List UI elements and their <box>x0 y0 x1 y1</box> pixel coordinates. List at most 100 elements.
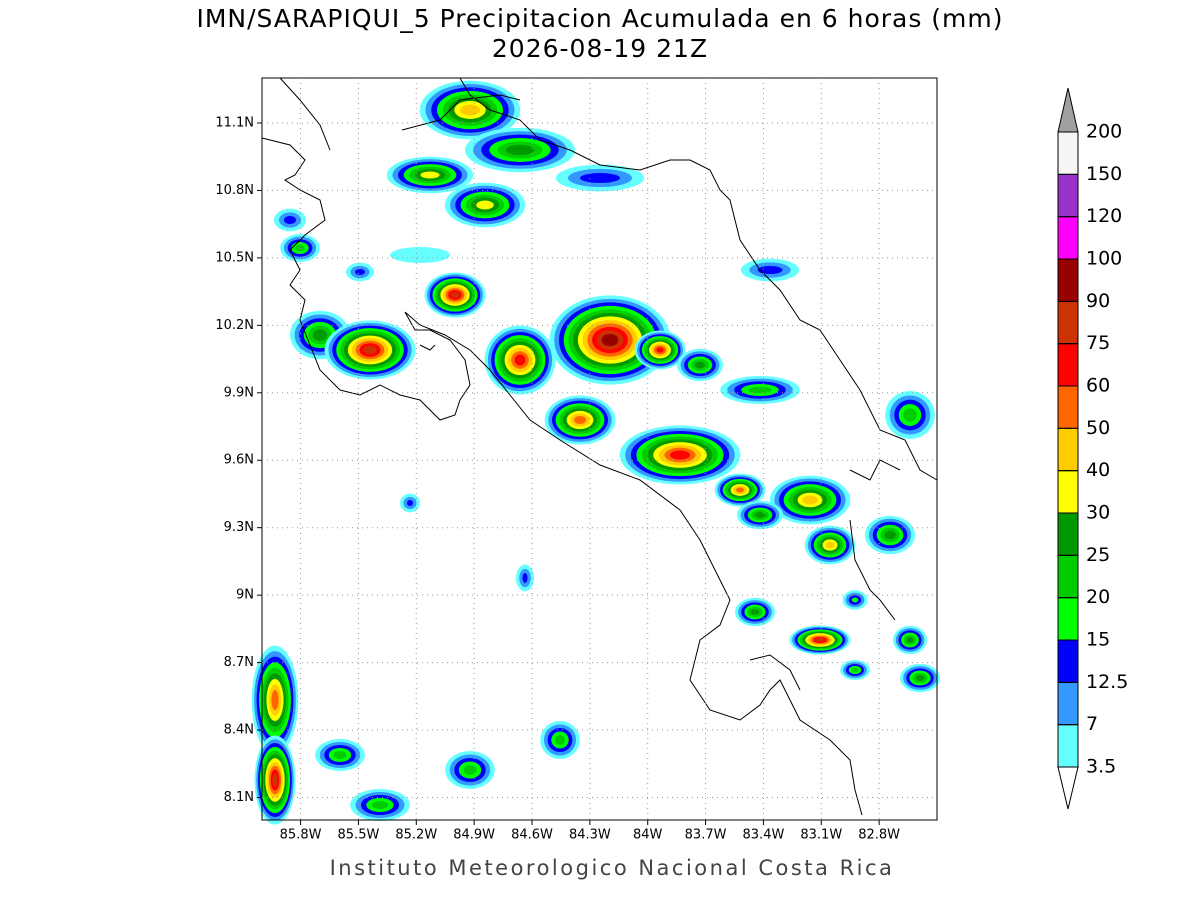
colorbar-box <box>1057 724 1079 768</box>
rain-cell <box>580 173 620 183</box>
colorbar-box <box>1057 385 1079 429</box>
lon-tick-label: 85.8W <box>280 828 322 843</box>
lon-tick-label: 83.4W <box>743 828 785 843</box>
lat-tick-label: 9.9N <box>224 385 254 400</box>
colorbar-box <box>1057 300 1079 345</box>
rain-cell <box>757 266 783 274</box>
rain-cell <box>460 104 480 116</box>
rain-cell <box>420 171 440 179</box>
colorbar-label: 15 <box>1086 629 1110 651</box>
rain-cell <box>450 292 460 298</box>
colorbar-box <box>1057 258 1079 302</box>
lat-tick-label: 9N <box>236 588 254 603</box>
rain-cell <box>295 244 305 252</box>
colorbar-label: 200 <box>1086 121 1122 143</box>
rain-cell <box>284 216 296 224</box>
colorbar-box <box>1057 427 1079 472</box>
rain-cell <box>851 668 859 672</box>
colorbar-label: 50 <box>1086 417 1110 439</box>
colorbar-box <box>1057 216 1079 260</box>
map-frame <box>261 77 938 821</box>
rain-cell <box>851 597 859 603</box>
rain-cell <box>271 690 279 710</box>
lon-tick-label: 84.3W <box>569 828 611 843</box>
lat-tick-label: 10.2N <box>215 318 254 333</box>
rain-cell <box>815 638 825 642</box>
lon-tick-label: 84.9W <box>453 828 495 843</box>
rain-cell <box>371 801 389 809</box>
lat-tick-label: 9.6N <box>224 453 254 468</box>
rain-cell <box>670 450 690 460</box>
colorbar-box <box>1057 681 1079 726</box>
footer: Instituto Meteorologico Nacional Costa R… <box>330 856 895 880</box>
colorbar-box <box>1057 343 1079 387</box>
lat-tick-label: 10.5N <box>215 250 254 265</box>
rain-cell <box>601 333 619 347</box>
colorbar-box <box>1057 131 1079 175</box>
rain-cell <box>802 495 818 505</box>
colorbar-box <box>1057 470 1079 514</box>
rain-cell <box>656 347 664 353</box>
rain-cell <box>476 200 494 210</box>
rain-cell <box>903 408 917 422</box>
rain-cell <box>363 345 377 355</box>
rain-cell <box>736 487 744 493</box>
rain-cell <box>333 751 347 759</box>
colorbar-label: 150 <box>1086 163 1122 185</box>
lat-tick-label: 8.7N <box>224 655 254 670</box>
lat-tick-label: 10.8N <box>215 183 254 198</box>
colorbar-label: 60 <box>1086 375 1110 397</box>
rain-cell <box>574 416 586 424</box>
colorbar-box <box>1057 512 1079 556</box>
lat-tick-label: 11.1N <box>215 115 254 130</box>
colorbar-label: 3.5 <box>1086 756 1116 778</box>
rain-cell <box>355 269 365 275</box>
colorbar-box <box>1057 173 1079 218</box>
rain-cell <box>505 144 535 156</box>
colorbar-high-arrow <box>1057 87 1079 133</box>
title: IMN/SARAPIQUI_5 Precipitacion Acumulada … <box>196 4 1003 33</box>
lon-tick-label: 85.5W <box>338 828 380 843</box>
lon-tick-label: 83.1W <box>800 828 842 843</box>
rain-cell <box>514 354 526 366</box>
lon-tick-label: 82.8W <box>858 828 900 843</box>
coastline <box>261 137 863 816</box>
rain-cell <box>694 361 706 369</box>
lat-tick-label: 8.1N <box>224 790 254 805</box>
colorbar-label: 40 <box>1086 459 1110 481</box>
colorbar-label: 20 <box>1086 586 1110 608</box>
rain-cell <box>272 773 278 787</box>
rain-cell <box>390 247 450 263</box>
colorbar-box <box>1057 639 1079 683</box>
coastline <box>279 77 938 481</box>
rain-cell <box>748 386 772 394</box>
colorbar-box <box>1057 554 1079 599</box>
colorbar-label: 75 <box>1086 332 1110 354</box>
lat-tick-label: 8.4N <box>224 723 254 738</box>
rain-cell <box>754 512 766 518</box>
rain-cell <box>750 609 760 615</box>
lon-tick-label: 84.6W <box>511 828 553 843</box>
rain-cell <box>915 675 925 681</box>
colorbar-low-arrow <box>1057 766 1079 810</box>
border <box>401 94 901 691</box>
rain-cell <box>463 765 477 775</box>
lon-tick-label: 83.7W <box>685 828 727 843</box>
rain-cell <box>884 530 896 540</box>
lon-tick-label: 84W <box>633 828 663 843</box>
rain-cell <box>312 329 328 341</box>
colorbar-label: 25 <box>1086 544 1110 566</box>
colorbar-box <box>1057 597 1079 641</box>
rain-cell <box>407 500 413 506</box>
rain-cell <box>825 541 835 549</box>
colorbar-label: 90 <box>1086 290 1110 312</box>
rain-cell <box>522 573 528 583</box>
coastlines <box>261 77 938 816</box>
subtitle: 2026-08-19 21Z <box>492 34 708 63</box>
colorbar-label: 100 <box>1086 248 1122 270</box>
rain-cell <box>555 735 565 745</box>
lon-tick-label: 85.2W <box>395 828 437 843</box>
colorbar-label: 7 <box>1086 713 1098 735</box>
colorbar-label: 30 <box>1086 502 1110 524</box>
